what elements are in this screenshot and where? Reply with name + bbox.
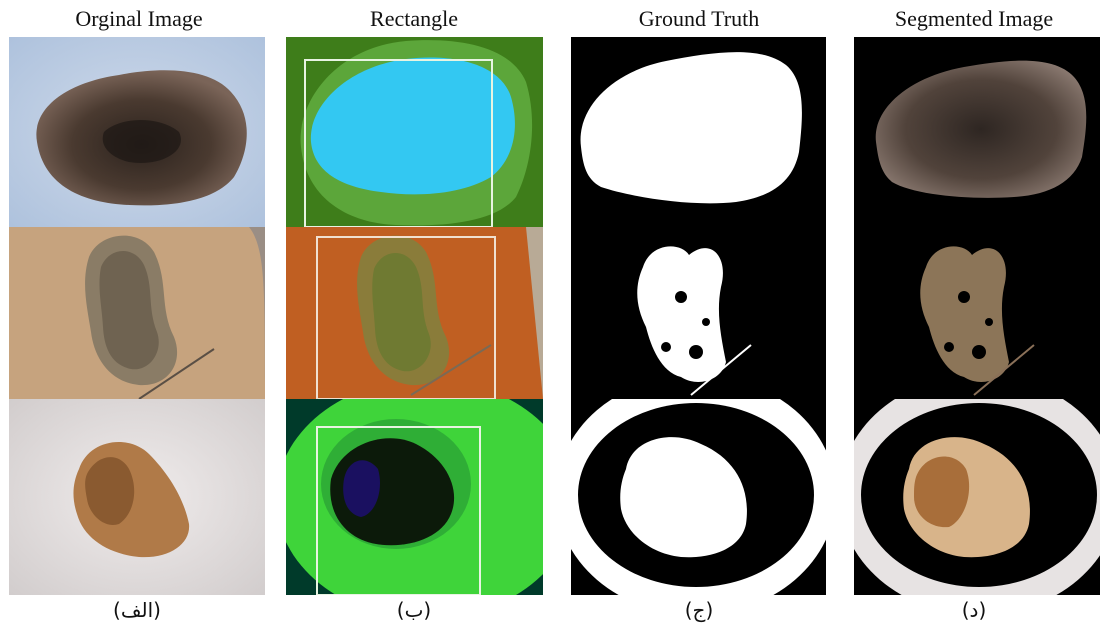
column-caption-rectangle: (ب) xyxy=(396,598,432,622)
column-caption-segmented: (د) xyxy=(961,598,987,622)
rectangle-image-row3 xyxy=(286,399,543,595)
segmented-image-row3 xyxy=(854,399,1100,595)
column-caption-ground-truth: (ج) xyxy=(684,598,714,622)
ground-truth-mask-row3 xyxy=(571,399,826,595)
column-title-original: Orginal Image xyxy=(75,6,203,31)
original-image-row2 xyxy=(9,227,265,399)
column-title-segmented: Segmented Image xyxy=(894,6,1054,31)
original-image-row1 xyxy=(9,37,265,227)
column-title-ground-truth: Ground Truth xyxy=(638,6,760,31)
ground-truth-mask-row2 xyxy=(571,227,826,399)
segmented-image-row2 xyxy=(854,227,1100,399)
segmented-image-row1 xyxy=(854,37,1100,227)
ground-truth-mask-row1 xyxy=(571,37,826,227)
rectangle-image-row1 xyxy=(286,37,543,227)
column-title-rectangle: Rectangle xyxy=(370,6,458,31)
column-caption-original: (الف) xyxy=(113,598,161,622)
original-image-row3 xyxy=(9,399,265,595)
rectangle-image-row2 xyxy=(286,227,543,399)
